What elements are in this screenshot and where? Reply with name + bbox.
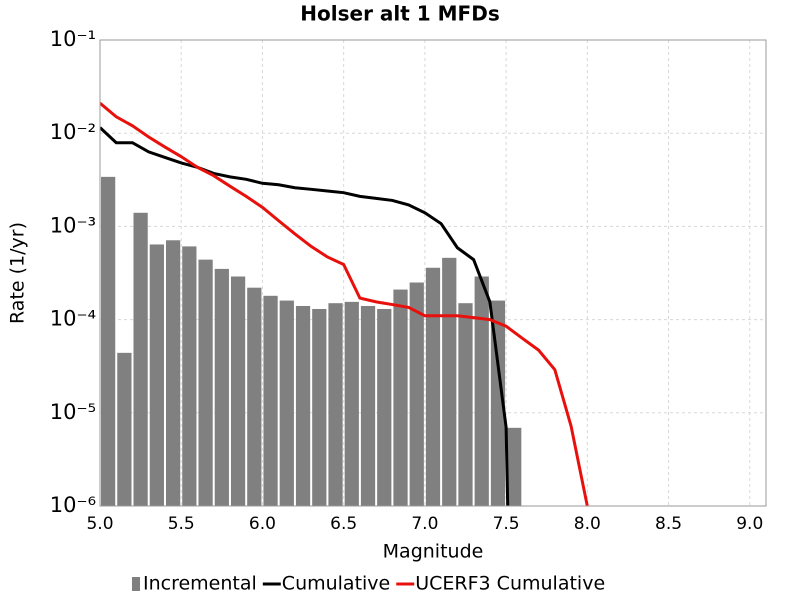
x-tick-label: 7.0 <box>411 514 438 534</box>
plot-border <box>99 39 767 507</box>
bar <box>263 295 278 506</box>
bar <box>101 176 116 506</box>
bar <box>182 246 197 506</box>
bar <box>247 287 262 506</box>
bar <box>344 301 359 506</box>
bar <box>393 289 408 506</box>
bar <box>377 308 392 506</box>
bar <box>425 267 441 506</box>
y-axis-label: Rate (1/yr) <box>7 222 29 324</box>
bar <box>442 257 457 506</box>
x-tick-label: 9.0 <box>736 514 763 534</box>
bar <box>230 276 246 506</box>
bar <box>214 268 229 506</box>
bar <box>133 212 148 506</box>
bar <box>117 352 132 506</box>
line <box>100 102 589 506</box>
legend-label: Incremental <box>143 573 257 595</box>
x-tick-label: 7.5 <box>493 514 520 534</box>
x-axis-label: Magnitude <box>383 541 484 563</box>
bar <box>507 427 522 506</box>
bar <box>360 305 376 506</box>
x-tick-label: 6.5 <box>330 514 357 534</box>
x-tick-label: 6.0 <box>249 514 276 534</box>
bar <box>198 259 213 506</box>
plot-marks <box>100 102 589 506</box>
legend-swatch <box>132 577 140 591</box>
chart-title: Holser alt 1 MFDs <box>300 2 499 26</box>
legend-label: Cumulative <box>282 573 390 595</box>
x-tick-label: 5.0 <box>86 514 113 534</box>
y-tick-label: 10⁻¹ <box>50 27 96 51</box>
bar <box>149 244 164 506</box>
y-tick-label: 10⁻⁵ <box>50 400 96 424</box>
x-tick-label: 8.5 <box>655 514 682 534</box>
bar <box>458 303 473 506</box>
bar <box>490 300 506 506</box>
bar <box>409 282 424 506</box>
y-tick-label: 10⁻³ <box>50 213 96 237</box>
y-tick-label: 10⁻² <box>50 120 96 144</box>
bar <box>279 300 294 506</box>
x-tick-label: 5.5 <box>168 514 195 534</box>
bar <box>165 240 181 506</box>
legend-label: UCERF3 Cumulative <box>415 573 605 595</box>
bar <box>328 303 343 506</box>
x-tick-label: 8.0 <box>574 514 601 534</box>
line <box>100 126 510 506</box>
y-tick-label: 10⁻⁴ <box>50 307 96 331</box>
bar <box>312 308 327 506</box>
bar <box>474 276 489 506</box>
y-tick-label: 10⁻⁶ <box>50 493 96 517</box>
bar <box>295 305 311 506</box>
